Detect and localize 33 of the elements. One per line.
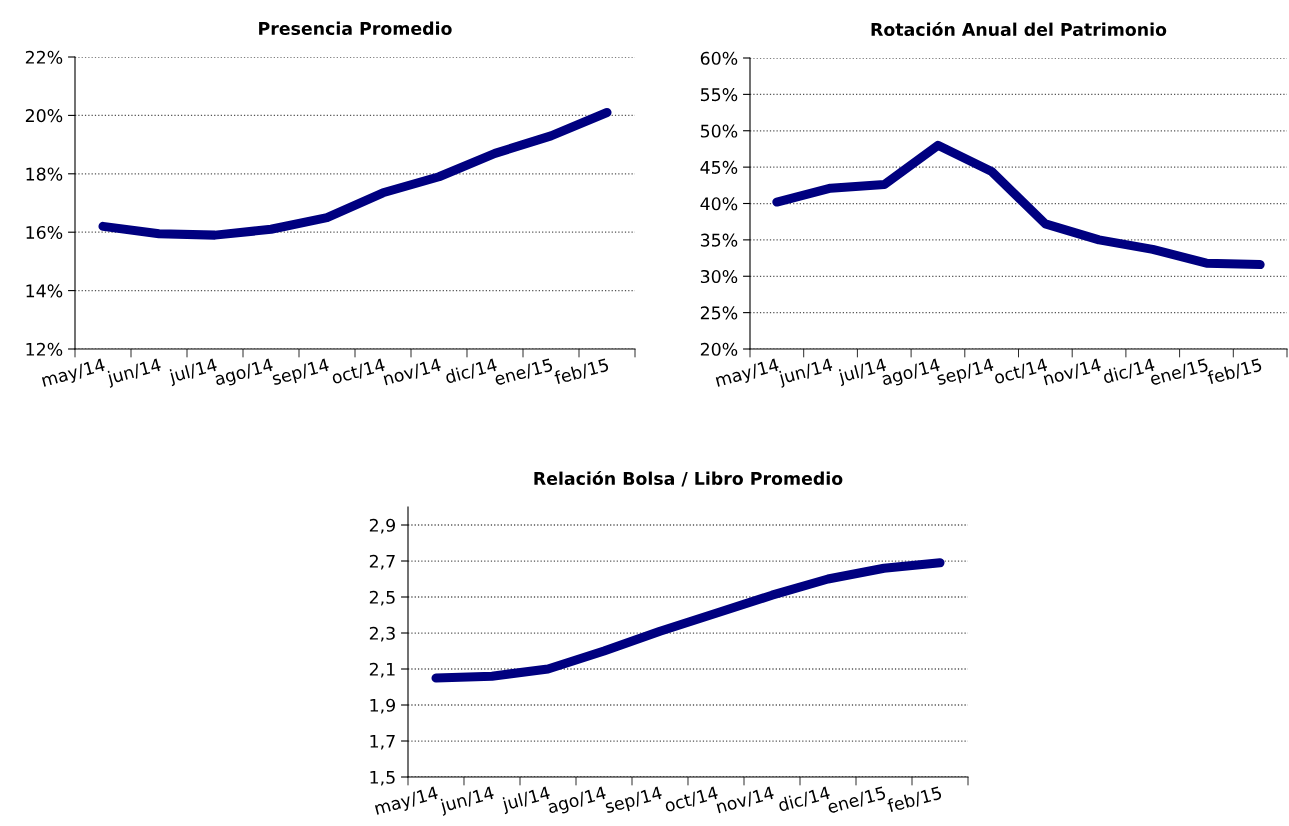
- y-tick-label: 1,5: [370, 770, 395, 786]
- y-tick-label: 20%: [700, 342, 738, 356]
- y-tick-label: 22%: [25, 50, 63, 64]
- x-tick-label: dic/14: [444, 357, 498, 386]
- y-tick-label: 60%: [700, 51, 738, 65]
- y-tick-label: 25%: [700, 306, 738, 320]
- chart-title: Relación Bolsa / Libro Promedio: [534, 470, 843, 487]
- chart-title: Rotación Anual del Patrimonio: [871, 21, 1167, 37]
- y-tick-label: 12%: [26, 342, 63, 356]
- y-tick-label: 2,1: [369, 662, 395, 678]
- x-tick-label: dic/14: [777, 785, 831, 814]
- chart-title: Presencia Promedio: [259, 21, 452, 36]
- y-tick-label: 20%: [25, 109, 63, 123]
- y-tick-label: 40%: [700, 197, 738, 211]
- y-tick-label: 45%: [700, 160, 738, 174]
- y-tick-label: 50%: [700, 124, 738, 138]
- x-tick-label: may/14: [41, 358, 107, 391]
- y-tick-label: 2,7: [369, 554, 395, 570]
- y-tick-label: 1,9: [370, 698, 395, 714]
- y-tick-label: 2,9: [369, 518, 395, 534]
- y-tick-label: 18%: [26, 167, 63, 181]
- y-tick-label: 1,7: [370, 734, 395, 750]
- y-tick-label: 2,5: [369, 590, 395, 606]
- y-tick-label: 55%: [700, 88, 738, 102]
- y-tick-label: 35%: [700, 233, 738, 247]
- y-tick-label: 14%: [26, 284, 63, 298]
- y-tick-label: 2,3: [369, 626, 395, 642]
- x-tick-label: feb/15: [1206, 357, 1263, 386]
- x-tick-label: feb/15: [553, 357, 610, 386]
- y-tick-label: 30%: [700, 269, 738, 284]
- x-tick-label: may/14: [374, 786, 440, 819]
- y-tick-label: 16%: [26, 225, 63, 240]
- x-tick-label: feb/15: [886, 785, 943, 814]
